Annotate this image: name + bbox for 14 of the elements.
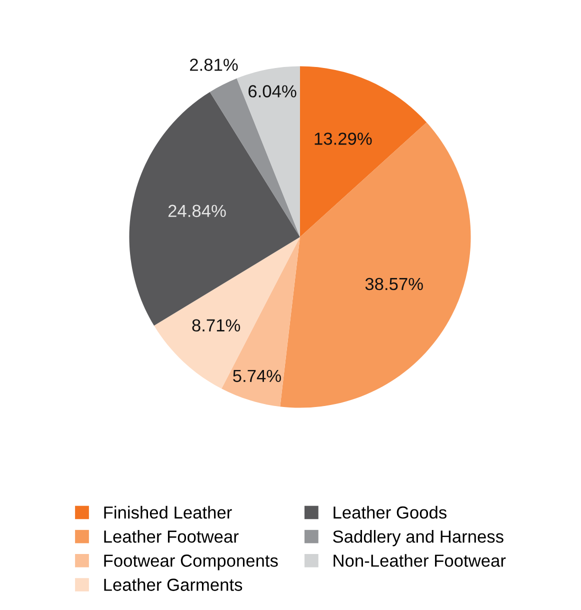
data-label: 2.81% [190, 58, 238, 71]
legend-label: Leather Goods [334, 506, 446, 519]
legend-label: Finished Leather [104, 506, 232, 519]
legend-label: Footwear Components [104, 554, 278, 570]
legend-label: Non-Leather Footwear [334, 554, 506, 567]
legend-label: Saddlery and Harness [333, 530, 504, 546]
legend-label: Leather Garments [104, 578, 242, 591]
data-label: 8.71% [192, 319, 240, 332]
data-label: 38.57% [365, 278, 423, 290]
data-label: 13.29% [314, 132, 372, 145]
data-label: 6.04% [248, 85, 296, 98]
legend-label: Leather Footwear [104, 530, 239, 543]
data-label: 24.84% [168, 204, 226, 218]
data-label: 5.74% [233, 370, 281, 382]
